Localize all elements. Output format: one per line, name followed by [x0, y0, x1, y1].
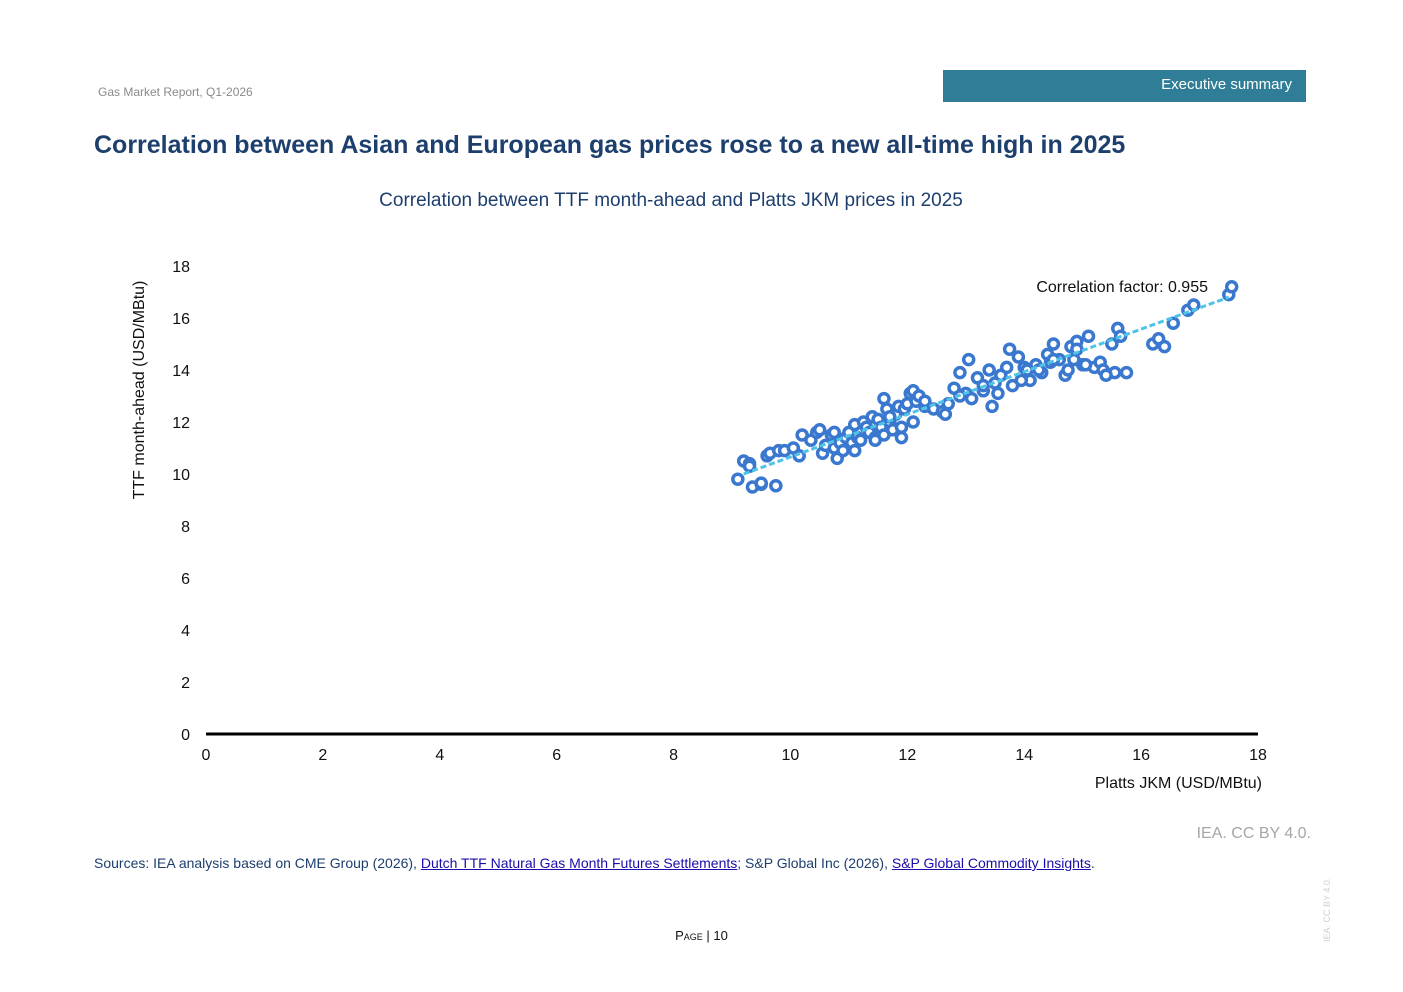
data-point: [1157, 339, 1172, 354]
data-point: [985, 399, 999, 414]
page-number-value: 10: [713, 928, 728, 943]
x-tick-label: 18: [1249, 747, 1267, 764]
data-point: [991, 386, 1005, 401]
sources-suffix: .: [1090, 855, 1095, 871]
data-point: [1081, 329, 1096, 343]
data-point: [1078, 358, 1093, 372]
y-tick-label: 2: [181, 675, 190, 692]
scatter-chart: 0 2 4 6 8 10 12 14 16 18 0 2 4 6 8 10 12 14 16 18 Correlat…: [131, 259, 1267, 792]
x-tick-label: 12: [898, 747, 916, 764]
data-points: [731, 280, 1239, 494]
data-point: [812, 423, 827, 437]
sources-prefix: Sources: IEA analysis based on CME Group…: [94, 855, 421, 871]
y-tick-label: 10: [172, 467, 190, 484]
x-tick-label: 14: [1015, 747, 1033, 764]
source-link-sp-global[interactable]: S&P Global Commodity Insights: [891, 855, 1091, 871]
side-watermark: IEA. CC BY 4.0.: [1322, 877, 1332, 942]
data-point: [999, 360, 1014, 375]
y-tick-label: 12: [172, 415, 190, 432]
y-tick-label: 6: [181, 571, 190, 588]
y-tick-label: 8: [181, 519, 190, 536]
data-point: [877, 428, 891, 442]
data-point: [1119, 365, 1134, 380]
data-point: [1002, 342, 1017, 356]
x-tick-label: 4: [435, 747, 444, 764]
sources-note: Sources: IEA analysis based on CME Group…: [94, 855, 1095, 871]
y-tick-label: 18: [172, 259, 190, 276]
data-point: [754, 476, 768, 490]
report-name: Gas Market Report, Q1-2026: [98, 85, 253, 99]
y-tick-label: 14: [172, 363, 190, 380]
data-point: [982, 363, 996, 377]
data-point: [1099, 368, 1113, 382]
page-headline: Correlation between Asian and European g…: [94, 131, 1126, 159]
x-axis-label: Platts JKM (USD/MBtu): [1095, 775, 1262, 792]
x-tick-labels: 0 2 4 6 8 10 12 14 16 18: [202, 747, 1267, 764]
data-point: [877, 391, 891, 406]
data-point: [1166, 316, 1181, 330]
data-point: [918, 394, 932, 408]
data-point: [853, 433, 868, 447]
y-tick-labels: 0 2 4 6 8 10 12 14 16 18: [172, 259, 190, 744]
y-tick-label: 0: [181, 727, 190, 744]
data-point: [1014, 373, 1029, 388]
data-point: [769, 478, 783, 493]
section-tab[interactable]: Executive summary: [943, 70, 1306, 102]
x-tick-label: 10: [782, 747, 800, 764]
data-point: [964, 391, 979, 406]
page-separator: |: [702, 928, 714, 943]
data-point: [836, 443, 850, 458]
chart-title: Correlation between TTF month-ahead and …: [379, 190, 963, 211]
data-point: [938, 407, 953, 421]
source-link-ttf[interactable]: Dutch TTF Natural Gas Month Futures Sett…: [420, 855, 738, 871]
x-tick-label: 6: [552, 747, 561, 764]
data-point: [827, 425, 842, 440]
data-point: [1224, 280, 1239, 294]
page-number: Page | 10: [0, 928, 1403, 943]
data-point: [894, 420, 909, 434]
data-point: [1011, 350, 1026, 364]
x-tick-label: 8: [669, 747, 678, 764]
x-tick-label: 16: [1132, 747, 1150, 764]
data-point: [731, 472, 745, 486]
y-tick-label: 16: [172, 311, 190, 328]
attribution-note: IEA. CC BY 4.0.: [1196, 825, 1311, 842]
trend-line: [743, 295, 1230, 476]
data-point: [906, 415, 920, 429]
sources-middle: ; S&P Global Inc (2026),: [737, 855, 892, 871]
data-point: [894, 430, 909, 445]
y-axis-label: TTF month-ahead (USD/MBtu): [131, 281, 148, 500]
data-point: [961, 352, 976, 367]
data-point: [847, 443, 862, 458]
correlation-annotation: Correlation factor: 0.955: [1036, 279, 1208, 296]
x-tick-label: 2: [318, 747, 327, 764]
y-tick-label: 4: [181, 623, 190, 640]
x-tick-label: 0: [202, 747, 211, 764]
page-word: Page: [675, 928, 703, 943]
data-point: [953, 365, 967, 380]
data-point: [1061, 363, 1075, 377]
data-point: [742, 459, 757, 473]
data-point: [1046, 337, 1061, 351]
